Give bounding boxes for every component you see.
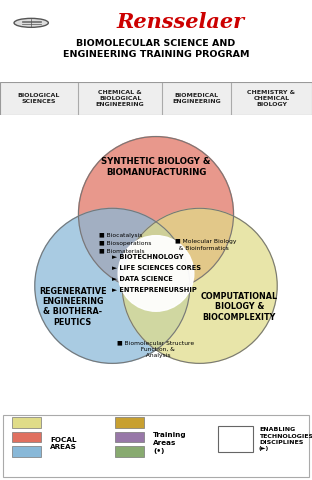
Text: CHEMISTRY &
CHEMICAL
BIOLOGY: CHEMISTRY & CHEMICAL BIOLOGY (247, 90, 295, 107)
Circle shape (35, 208, 190, 363)
Circle shape (118, 236, 194, 311)
Text: ENABLING
TECHNOLOGIES/
DISCIPLINES
(►): ENABLING TECHNOLOGIES/ DISCIPLINES (►) (259, 427, 312, 451)
Text: ■ Molecular Biology
  & Bioinformatics: ■ Molecular Biology & Bioinformatics (175, 240, 236, 251)
FancyBboxPatch shape (12, 417, 41, 428)
Text: ■ Biomolecular Structure
  Function, &
  Analysis: ■ Biomolecular Structure Function, & Ana… (117, 340, 195, 358)
Text: CHEMICAL &
BIOLOGICAL
ENGINEERING: CHEMICAL & BIOLOGICAL ENGINEERING (96, 90, 144, 107)
Text: BIOLOGICAL
SCIENCES: BIOLOGICAL SCIENCES (18, 93, 60, 104)
Circle shape (14, 18, 48, 27)
Text: BIOMOLECULAR SCIENCE AND
ENGINEERING TRAINING PROGRAM: BIOMOLECULAR SCIENCE AND ENGINEERING TRA… (63, 38, 249, 60)
FancyBboxPatch shape (115, 432, 144, 443)
FancyBboxPatch shape (3, 416, 309, 477)
Text: ■ Biocatalysis
■ Biosoperations
■ Biomaterials: ■ Biocatalysis ■ Biosoperations ■ Biomat… (99, 233, 152, 253)
Text: FOCAL
AREAS: FOCAL AREAS (50, 436, 77, 450)
Circle shape (122, 208, 277, 363)
FancyBboxPatch shape (0, 82, 312, 115)
Text: Rensselaer: Rensselaer (117, 12, 245, 32)
FancyBboxPatch shape (218, 426, 253, 452)
FancyBboxPatch shape (12, 446, 41, 457)
FancyBboxPatch shape (115, 417, 144, 428)
Text: REGENERATIVE
ENGINEERING
& BIOTHERA-
PEUTICS: REGENERATIVE ENGINEERING & BIOTHERA- PEU… (39, 287, 106, 327)
Text: Training
Areas
(•): Training Areas (•) (153, 432, 187, 454)
Text: COMPUTATIONAL
BIOLOGY &
BIOCOMPLEXITY: COMPUTATIONAL BIOLOGY & BIOCOMPLEXITY (201, 292, 278, 322)
FancyBboxPatch shape (12, 432, 41, 443)
Text: ► BIOTECHNOLOGY
► LIFE SCIENCES CORES
► DATA SCIENCE
► ENTREPRENEURSHIP: ► BIOTECHNOLOGY ► LIFE SCIENCES CORES ► … (111, 254, 201, 293)
Text: BIOMEDICAL
ENGINEERING: BIOMEDICAL ENGINEERING (172, 93, 221, 104)
FancyBboxPatch shape (115, 446, 144, 457)
Text: SYNTHETIC BIOLOGY &
BIOMANUFACTURING: SYNTHETIC BIOLOGY & BIOMANUFACTURING (101, 157, 211, 177)
Circle shape (79, 136, 233, 292)
